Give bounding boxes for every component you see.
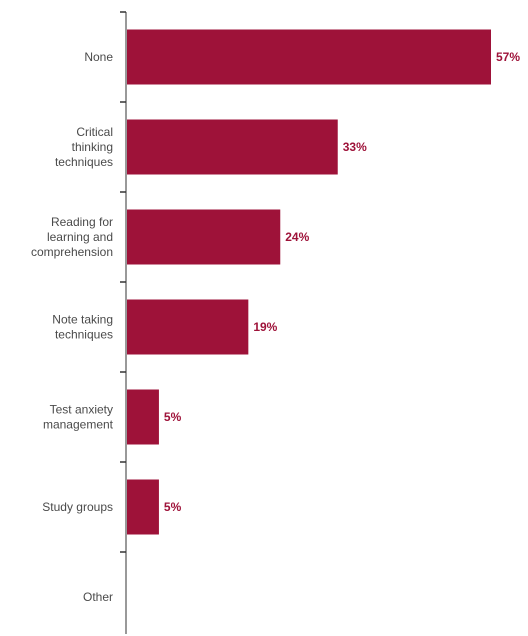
category-label: Other <box>83 590 113 604</box>
bar[interactable] <box>127 479 159 535</box>
category-label: Study groups <box>42 500 113 514</box>
value-label: 57% <box>496 50 520 64</box>
bar[interactable] <box>127 299 249 355</box>
category-label: None <box>84 50 113 64</box>
category-label: Test anxiety management <box>43 403 114 432</box>
bar[interactable] <box>127 209 281 265</box>
bar[interactable] <box>127 389 159 445</box>
category-label: Reading for learning and comprehension <box>31 215 113 259</box>
value-label: 33% <box>343 140 367 154</box>
category-label: Note taking techniques <box>52 313 113 342</box>
value-label: 5% <box>164 500 182 514</box>
value-label: 24% <box>285 230 309 244</box>
bar[interactable] <box>127 29 491 85</box>
value-label: 5% <box>164 410 182 424</box>
bar[interactable] <box>127 119 338 175</box>
value-label: 19% <box>253 320 277 334</box>
category-label: Critical thinking techniques <box>55 125 113 169</box>
